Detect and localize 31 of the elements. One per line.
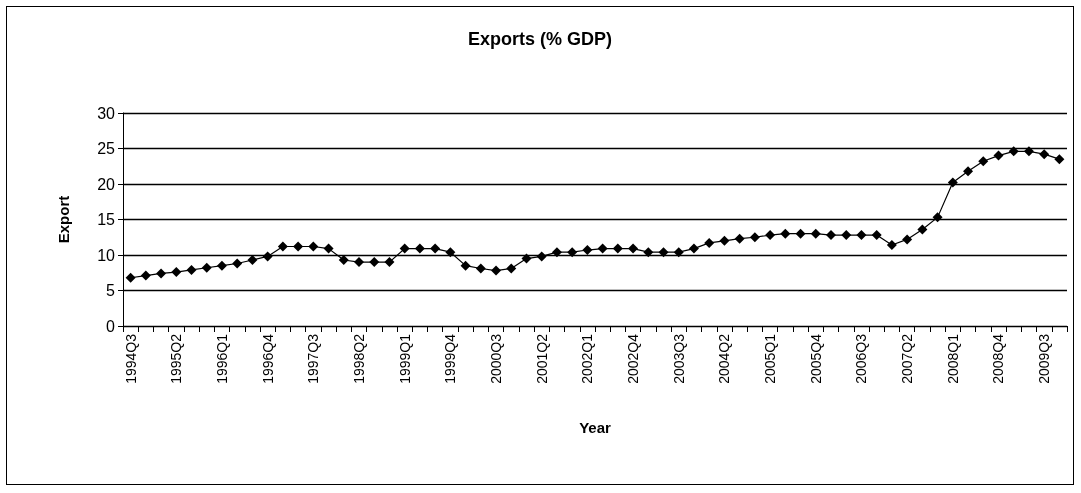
x-tick-label: 2004Q2 — [716, 333, 733, 384]
x-tick-label: 2001Q2 — [533, 333, 550, 384]
x-tick-label: 1994Q3 — [122, 333, 139, 384]
x-tick-label: 1996Q1 — [213, 333, 230, 384]
chart-title: Exports (% GDP) — [467, 29, 613, 49]
y-tick-label: 5 — [106, 282, 116, 299]
x-tick-label: 2005Q1 — [762, 333, 779, 384]
y-axis-title: Export — [55, 195, 72, 244]
x-tick-label: 2006Q3 — [853, 333, 870, 384]
y-tick-label: 25 — [97, 140, 116, 157]
x-tick-label: 1995Q2 — [168, 333, 185, 384]
x-tick-label: 1996Q4 — [259, 333, 276, 384]
x-tick-label: 2003Q3 — [670, 333, 687, 384]
y-tick-label: 20 — [97, 175, 116, 193]
x-tick-label: 1997Q3 — [305, 333, 322, 384]
y-tick-label: 0 — [106, 317, 116, 335]
x-tick-label: 2002Q4 — [625, 333, 642, 384]
x-axis-title: Year — [579, 419, 612, 436]
x-tick-label: 2008Q1 — [944, 333, 961, 384]
y-tick-label: 15 — [97, 211, 116, 228]
x-tick-label: 1998Q2 — [351, 333, 367, 384]
y-tick-label: 30 — [97, 104, 116, 122]
x-tick-label: 2000Q3 — [488, 333, 505, 384]
x-tick-label: 2007Q2 — [899, 333, 916, 384]
x-tick-label: 2005Q4 — [807, 333, 824, 384]
x-tick-label: 2008Q4 — [990, 333, 1007, 384]
x-tick-label: 1999Q1 — [396, 333, 413, 384]
x-tick-label: 1999Q4 — [442, 333, 459, 384]
x-tick-label: 2009Q3 — [1036, 333, 1053, 384]
x-tick-label: 2002Q1 — [579, 333, 596, 384]
y-tick-label: 10 — [97, 246, 116, 264]
